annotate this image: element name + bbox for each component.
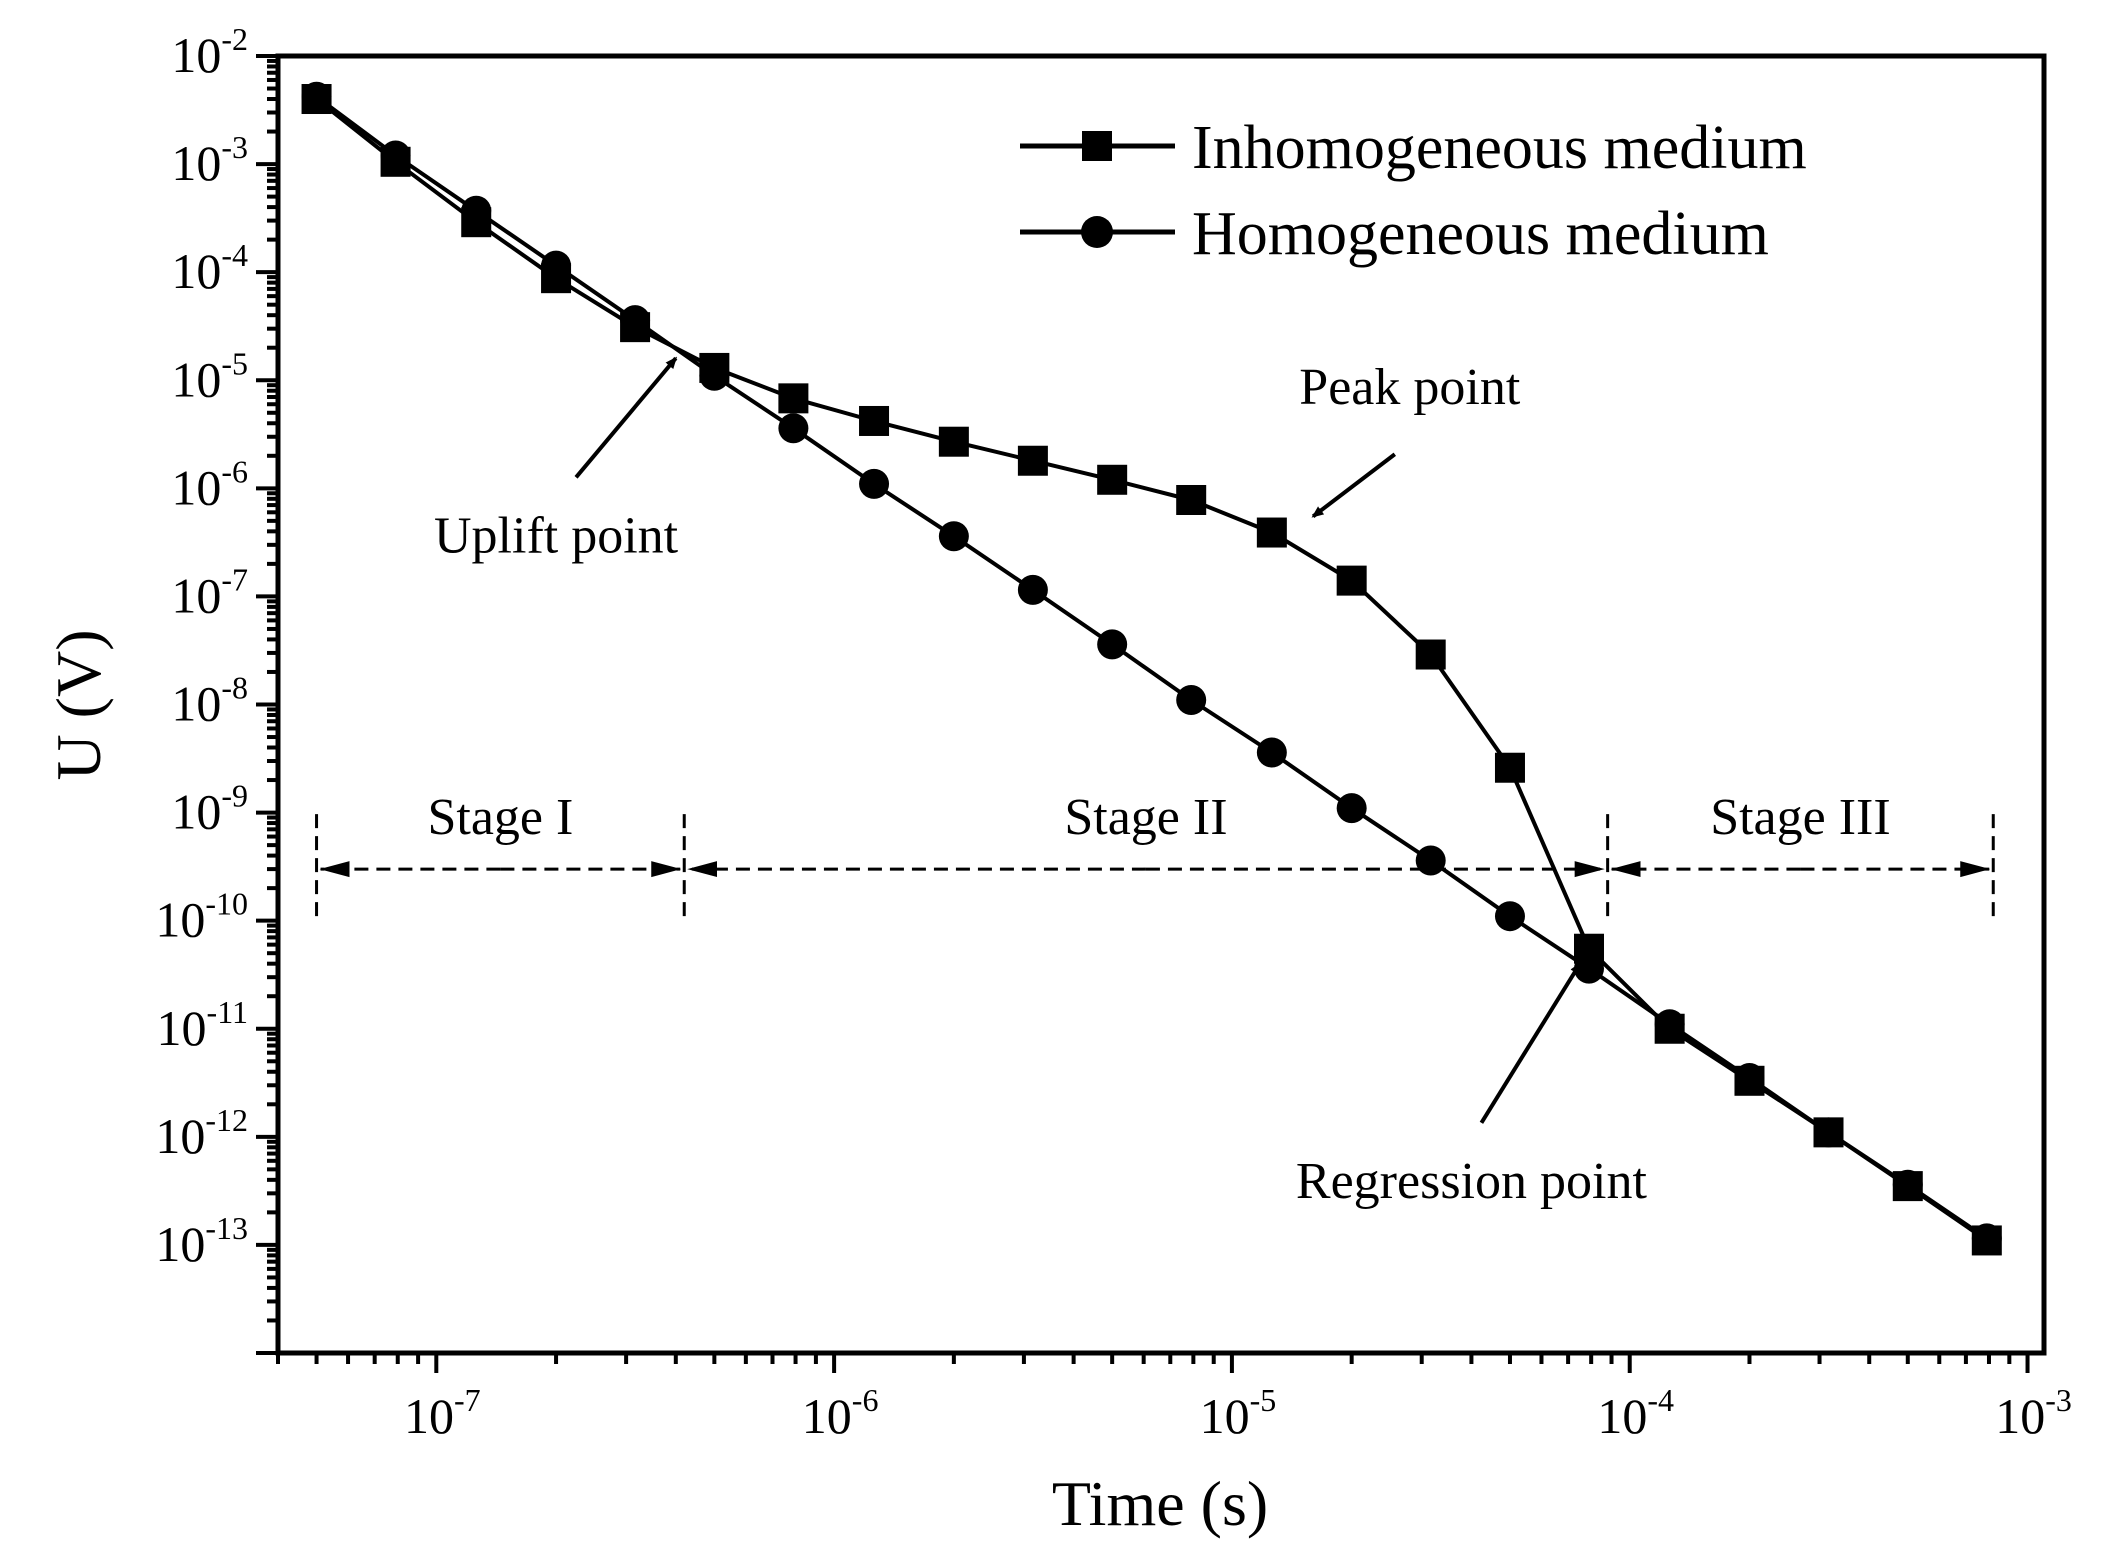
annotation-peak-point: Peak point <box>1299 359 1521 416</box>
data-point-circle <box>1256 737 1287 768</box>
x-tick-label: 10-5 <box>1200 1382 1277 1444</box>
y-tick-label: 10-13 <box>155 1210 248 1272</box>
stage-label-2: Stage II <box>1064 789 1227 846</box>
plot-frame <box>275 53 2047 1356</box>
y-axis-ticks: 10-2 10-3 10-4 10-5 10-6 10-7 10-8 10-9 10-10 10-… <box>155 21 278 1355</box>
data-point-circle <box>380 140 411 171</box>
series-line-homogeneous <box>315 95 1988 1241</box>
y-tick-label: 10-7 <box>171 561 248 623</box>
data-point-square <box>1415 639 1446 670</box>
data-point-circle <box>1494 901 1525 932</box>
data-point-square <box>778 383 809 414</box>
x-tick-label: 10-6 <box>802 1382 879 1444</box>
data-point-square <box>1336 565 1367 596</box>
annotation-uplift-point: Uplift point <box>434 507 679 564</box>
y-tick-label: 10-6 <box>171 453 248 515</box>
data-point-circle <box>699 360 730 391</box>
data-point-circle <box>1336 793 1367 824</box>
data-point-square <box>938 426 969 457</box>
stage-dimension-layer <box>315 814 1995 925</box>
legend-label-homogeneous: Homogeneous medium <box>1192 200 1769 268</box>
series-line-inhomogeneous <box>315 97 1988 1243</box>
series-layer <box>301 81 2002 1256</box>
y-tick-label: 10-2 <box>171 21 248 83</box>
data-point-circle <box>1415 845 1446 876</box>
data-point-square <box>859 405 890 436</box>
data-point-circle <box>938 521 969 552</box>
data-point-circle <box>1574 953 1605 984</box>
stage-label-1: Stage I <box>427 789 573 846</box>
data-point-circle <box>1892 1169 1923 1200</box>
data-point-square <box>1097 464 1128 495</box>
data-point-square <box>1017 445 1048 476</box>
y-tick-label: 10-12 <box>155 1102 248 1164</box>
data-point-circle <box>1654 1009 1685 1040</box>
y-axis-title: U (V) <box>43 629 114 780</box>
data-point-circle <box>301 81 332 112</box>
annotation-regression-point: Regression point <box>1296 1153 1648 1210</box>
data-point-square <box>1176 484 1207 515</box>
legend-marker-circle <box>1081 216 1113 248</box>
y-tick-label: 10-8 <box>171 670 248 732</box>
legend-marker-square <box>1082 131 1112 161</box>
data-point-circle <box>778 413 809 444</box>
data-point-circle <box>1017 574 1048 605</box>
data-point-circle <box>1971 1223 2002 1254</box>
x-axis-ticks: 10-7 10-6 10-5 10-4 10-3 <box>276 1353 2072 1444</box>
data-point-circle <box>1813 1117 1844 1148</box>
legend-label-inhomogeneous: Inhomogeneous medium <box>1192 114 1807 182</box>
data-point-circle <box>1097 629 1128 660</box>
data-point-circle <box>859 468 890 499</box>
y-tick-label: 10-10 <box>155 886 248 948</box>
x-axis-title: Time (s) <box>1052 1468 1268 1539</box>
x-tick-label: 10-3 <box>1995 1382 2072 1444</box>
data-point-circle <box>1176 685 1207 716</box>
annotation-layer <box>574 356 1582 1124</box>
y-tick-label: 10-9 <box>171 778 248 840</box>
annotation-arrow-uplift <box>574 356 678 479</box>
data-point-circle <box>541 250 572 281</box>
annotation-arrow-peak <box>1311 452 1397 518</box>
stage-label-3: Stage III <box>1710 789 1890 846</box>
y-tick-label: 10-4 <box>171 237 248 299</box>
data-point-circle <box>620 305 651 336</box>
data-point-square <box>1494 752 1525 783</box>
data-point-square <box>1256 517 1287 548</box>
data-point-circle <box>461 195 492 226</box>
x-tick-label: 10-7 <box>404 1382 481 1444</box>
y-tick-label: 10-11 <box>157 994 248 1056</box>
data-point-circle <box>1734 1063 1765 1094</box>
y-tick-label: 10-5 <box>171 345 248 407</box>
x-tick-label: 10-4 <box>1597 1382 1674 1444</box>
annotation-arrow-regression <box>1479 961 1582 1124</box>
y-tick-label: 10-3 <box>171 129 248 191</box>
legend: Inhomogeneous medium Homogeneous medium <box>1020 114 1807 268</box>
